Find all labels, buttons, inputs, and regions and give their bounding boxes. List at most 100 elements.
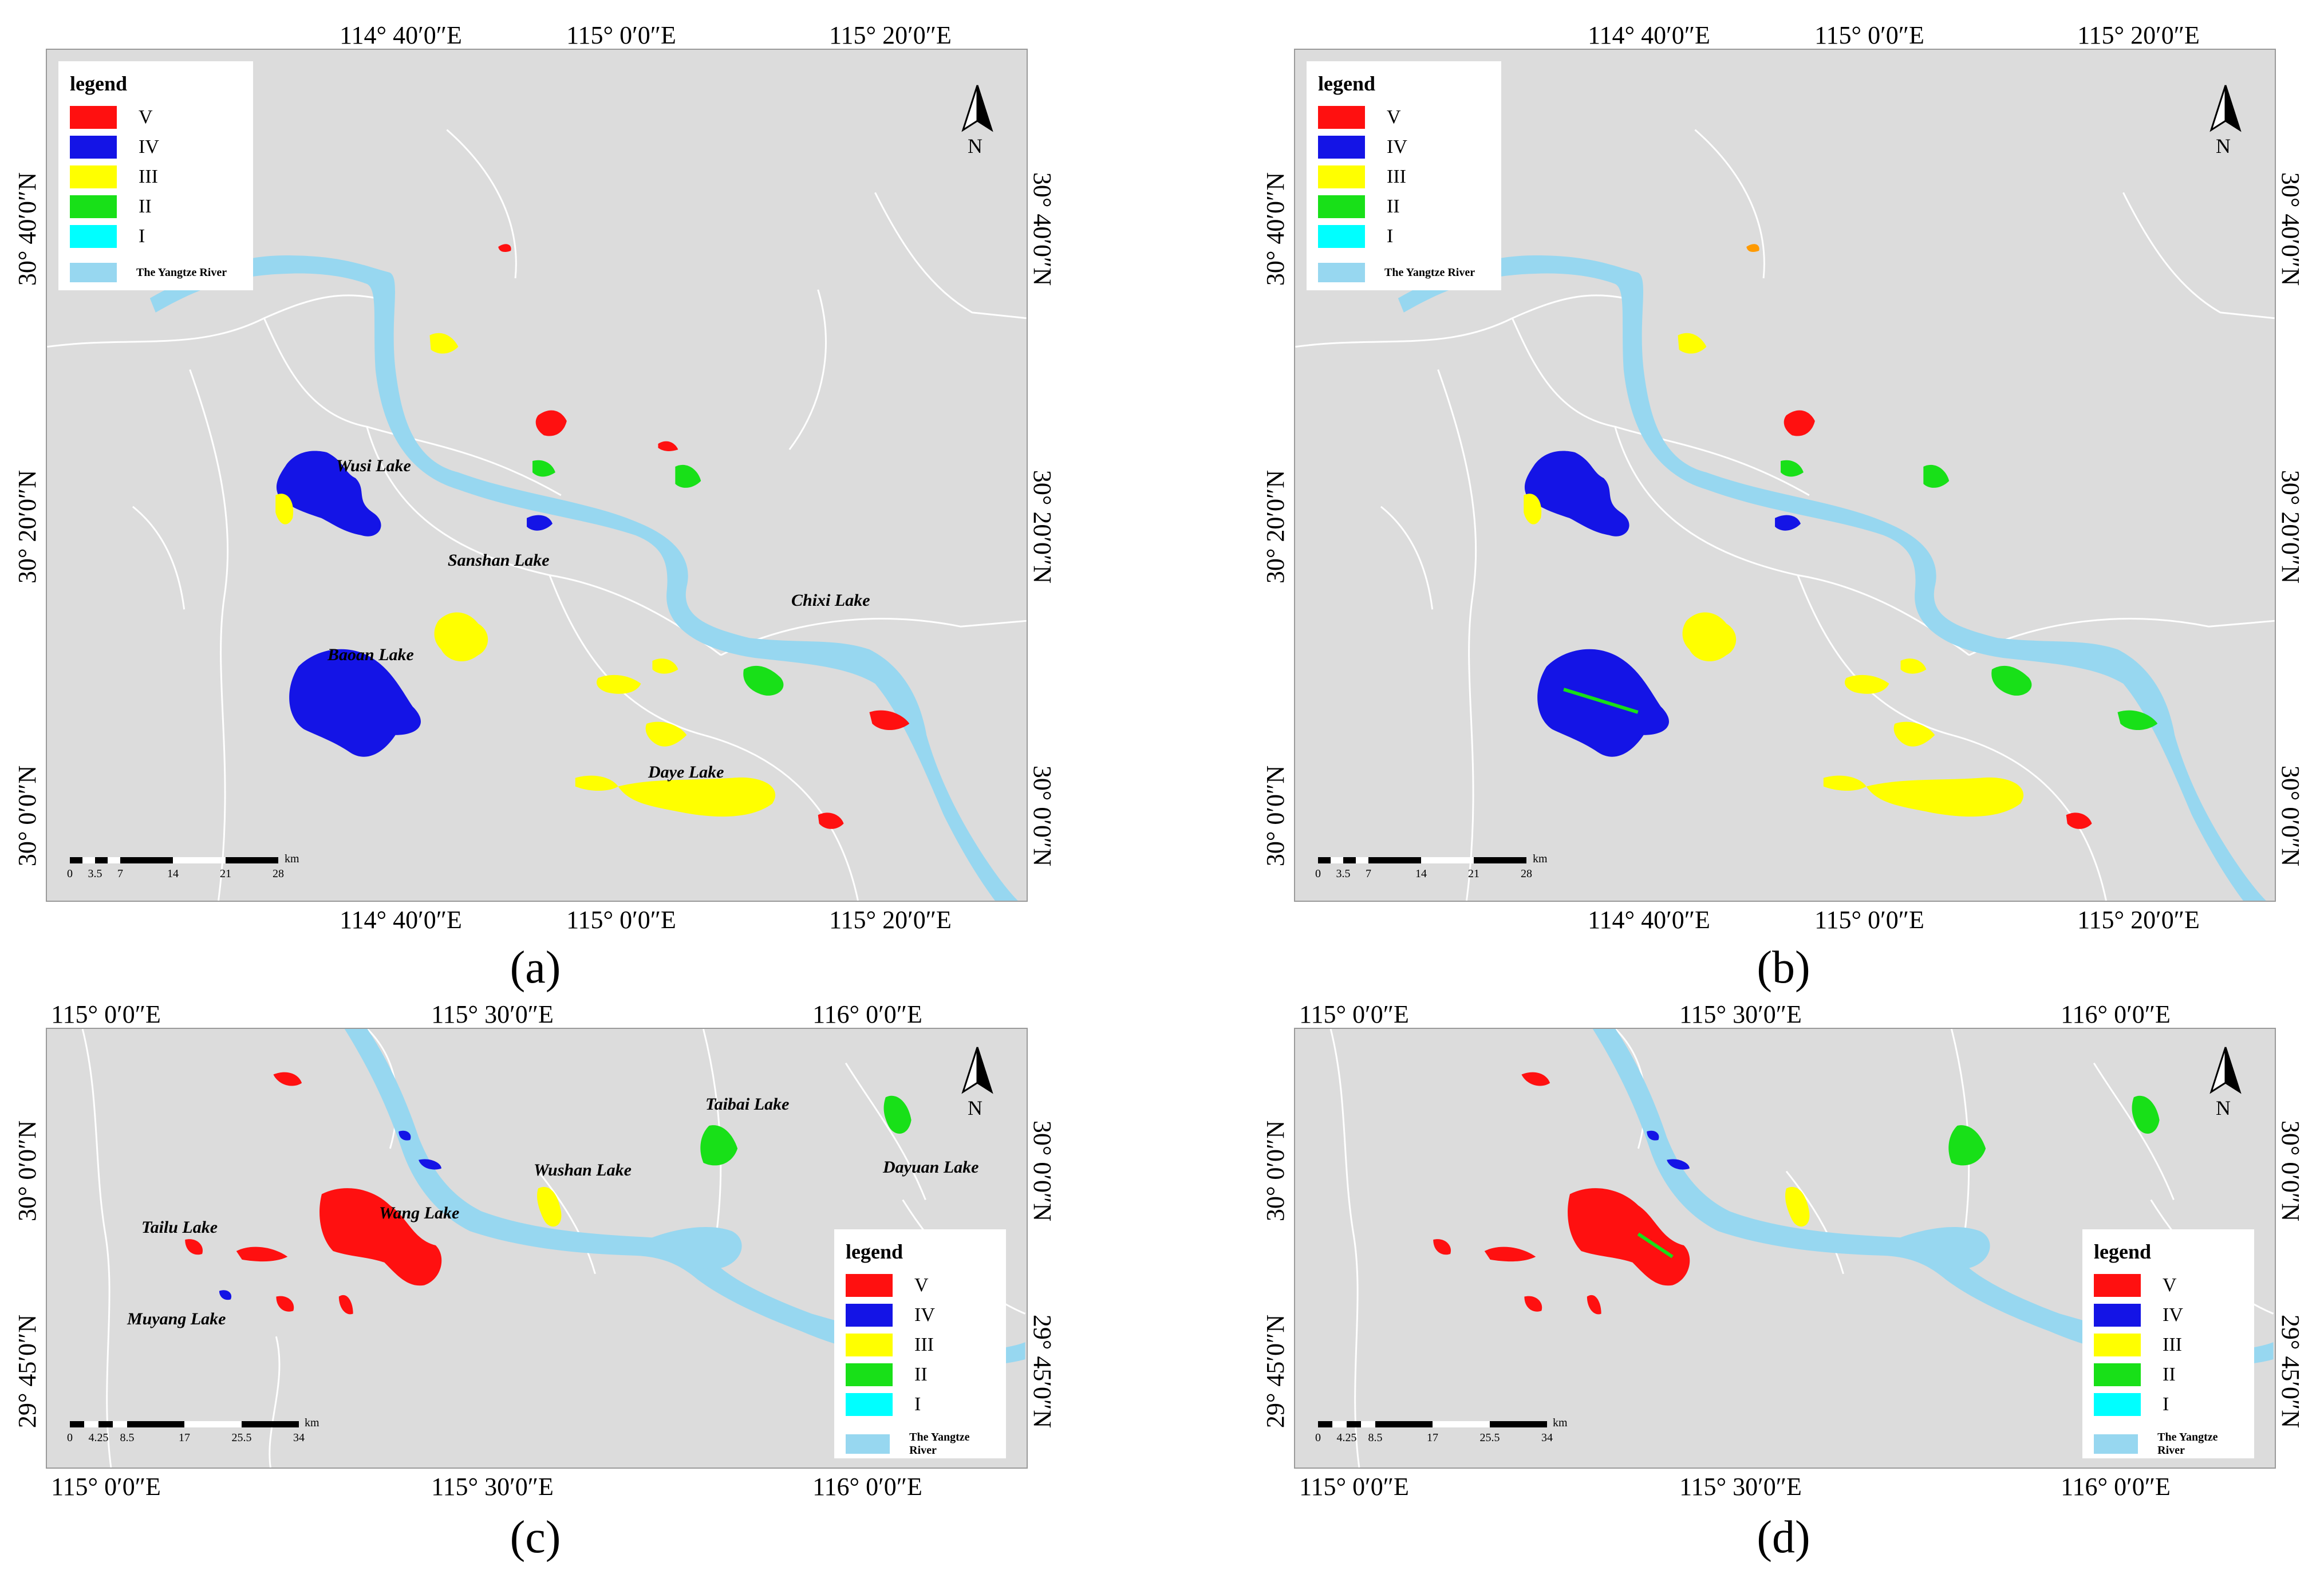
legend-title: legend <box>70 72 128 95</box>
left-coord: 30° 40′0″N <box>1261 172 1289 286</box>
panel-label: (b) <box>1757 942 1810 993</box>
lake <box>1866 777 2024 817</box>
legend-item-river: The Yangtze River <box>1318 263 1490 282</box>
lake <box>1587 1295 1601 1315</box>
scale-tick: 8.5 <box>120 1431 135 1444</box>
top-coord: 114° 40′0″E <box>340 21 462 49</box>
legend-item-i: I <box>1318 222 1490 251</box>
legend-label: V <box>914 1275 929 1296</box>
yangtze-river <box>1895 1226 1990 1269</box>
lake <box>2117 710 2158 731</box>
lake <box>1667 1159 1690 1170</box>
lake <box>675 464 701 488</box>
lake <box>1678 333 1707 354</box>
map-frame: legend V IV III II I The Yangtze River N… <box>1294 1028 2276 1469</box>
top-coord: 115° 0′0″E <box>566 21 676 49</box>
legend-item-ii: II <box>2094 1360 2243 1390</box>
left-coord: 30° 40′0″N <box>13 172 41 286</box>
legend-item-iv: IV <box>2094 1300 2243 1330</box>
north-label: N <box>968 135 983 157</box>
legend-item-iii: III <box>2094 1330 2243 1360</box>
lake <box>1900 658 1927 674</box>
legend-item-i: I <box>70 222 242 251</box>
yangtze-river <box>646 1226 742 1269</box>
lakes <box>275 244 910 829</box>
scale-tick: 14 <box>1415 867 1427 880</box>
scale-tick: 17 <box>1427 1431 1438 1444</box>
right-coord: 30° 20′0″N <box>1028 470 1056 584</box>
lake-label: Wang Lake <box>379 1204 460 1222</box>
legend-item-i: I <box>2094 1390 2243 1419</box>
legend-label: II <box>1387 196 1400 217</box>
scale-unit: km <box>1533 853 1548 865</box>
legend-label: V <box>1387 106 1401 128</box>
legend-item-iii: III <box>70 162 242 192</box>
map-frame: legend V IV III II I The Yangtze River N… <box>1294 49 2276 902</box>
scale-tick: 34 <box>293 1431 305 1444</box>
map-canvas <box>47 129 1027 901</box>
lake <box>618 777 776 817</box>
lake <box>1746 244 1759 253</box>
lake <box>1524 494 1542 524</box>
lake-mix <box>1637 1232 1674 1259</box>
lake-label: Muyang Lake <box>127 1309 226 1328</box>
lake <box>1923 464 1950 488</box>
lake <box>575 775 618 791</box>
legend-item-i: I <box>846 1390 995 1419</box>
scale-tick: 21 <box>1468 867 1479 880</box>
legend-item-river: The Yangtze River <box>2094 1431 2243 1457</box>
legend-item-v: V <box>1318 102 1490 132</box>
legend-label: The Yangtze River <box>1384 266 1475 279</box>
lake <box>658 441 678 451</box>
right-coord: 30° 20′0″N <box>2276 470 2305 584</box>
top-coord: 115° 20′0″E <box>829 21 952 49</box>
lake <box>652 658 678 674</box>
legend-label: IV <box>1387 136 1407 157</box>
panel-c: 115° 0′0″E 115° 30′0″E 116° 0′0″E 30° 0′… <box>0 996 1162 1570</box>
legend-label: III <box>2163 1334 2182 1355</box>
lake <box>883 1095 912 1134</box>
right-coord: 30° 0′0″N <box>1028 1120 1056 1222</box>
lake <box>1991 665 2032 696</box>
lake <box>645 721 687 747</box>
lake-mix <box>1563 688 1639 714</box>
north-label: N <box>968 1096 983 1119</box>
lake <box>429 333 459 354</box>
scale-tick: 14 <box>167 867 179 880</box>
lake <box>434 612 488 662</box>
legend-label: III <box>1387 166 1406 187</box>
lake <box>1784 410 1815 436</box>
legend-label: The Yangtze River <box>2157 1431 2218 1457</box>
bottom-coord: 115° 0′0″E <box>51 1473 161 1501</box>
lake-label: Wusi Lake <box>336 456 411 475</box>
top-coord: 115° 30′0″E <box>431 1000 554 1028</box>
scale-bar: 0 4.25 8.5 17 25.5 34 km <box>67 1417 333 1455</box>
legend-label: The Yangtze River <box>909 1431 970 1457</box>
north-label: N <box>2216 135 2231 157</box>
left-coord: 29° 45′0″N <box>1261 1314 1289 1429</box>
lake <box>527 515 553 531</box>
lake <box>1948 1125 1986 1166</box>
top-coord: 115° 0′0″E <box>1299 1000 1409 1028</box>
lake <box>532 460 555 477</box>
left-coord: 30° 20′0″N <box>1261 470 1289 584</box>
scale-tick: 25.5 <box>1479 1431 1500 1444</box>
scale-tick: 8.5 <box>1368 1431 1383 1444</box>
legend-label: IV <box>139 136 159 157</box>
scale-unit: km <box>1553 1417 1568 1429</box>
lake-label: Chixi Lake <box>791 591 870 610</box>
bottom-coord: 115° 30′0″E <box>1679 1473 1802 1501</box>
bottom-coord: 115° 20′0″E <box>2077 906 2200 934</box>
legend-item-ii: II <box>846 1360 995 1390</box>
legend-title: legend <box>846 1240 903 1263</box>
left-coord: 30° 20′0″N <box>13 470 41 584</box>
map-canvas <box>1329 1029 2274 1468</box>
lake-label: Dayuan Lake <box>883 1158 979 1177</box>
lake-label: Baoan Lake <box>328 645 414 664</box>
legend-title: legend <box>1318 72 1376 95</box>
right-coord: 30° 0′0″N <box>2276 1120 2305 1222</box>
left-coord: 30° 0′0″N <box>13 765 41 867</box>
top-coord: 116° 0′0″E <box>812 1000 922 1028</box>
scale-tick: 3.5 <box>88 867 102 880</box>
lake <box>498 244 511 253</box>
